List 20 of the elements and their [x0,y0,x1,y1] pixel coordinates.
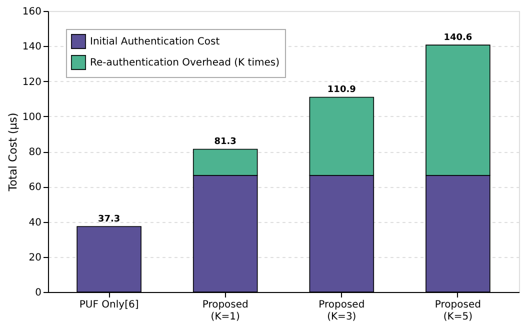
x-tick-label: PUF Only[6] [79,300,139,310]
legend-label: Initial Authentication Cost [90,36,220,48]
x-tick-label: Proposed (K=3) [318,300,365,322]
x-tick-label: Proposed (K=1) [202,300,248,322]
x-tick-label: Proposed (K=5) [434,300,481,322]
y-tick-label: 120 [22,76,42,88]
total-label: 140.6 [444,33,472,44]
y-tick-label: 140 [22,42,42,53]
total-label: 81.3 [214,137,236,148]
y-axis-title: Total Cost (μs) [6,112,20,192]
total-label: 37.3 [98,214,120,224]
y-tick-label: 60 [28,182,42,194]
y-tick-label: 40 [28,217,42,228]
total-label: 110.9 [327,85,356,96]
y-tick-label: 0 [35,288,42,298]
y-tick-label: 20 [28,252,42,264]
y-tick-label: 100 [22,112,42,123]
y-tick-label: 80 [28,147,42,158]
legend-label: Re-authentication Overhead (K times) [90,58,280,68]
y-tick-label: 160 [22,6,42,18]
